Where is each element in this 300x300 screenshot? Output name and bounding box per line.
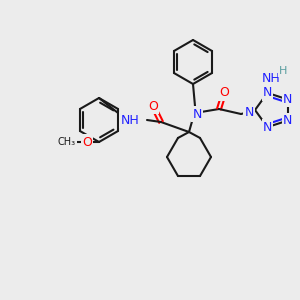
Text: N: N xyxy=(192,107,202,121)
Text: N: N xyxy=(263,121,272,134)
Text: O: O xyxy=(148,100,158,112)
Text: NH: NH xyxy=(262,72,281,86)
Text: N: N xyxy=(283,93,292,106)
Text: CH₃: CH₃ xyxy=(58,137,76,147)
Text: H: H xyxy=(279,66,288,76)
Text: O: O xyxy=(219,86,229,100)
Text: N: N xyxy=(244,106,254,118)
Text: NH: NH xyxy=(120,113,139,127)
Text: N: N xyxy=(263,86,272,99)
Text: O: O xyxy=(82,136,92,148)
Text: N: N xyxy=(283,114,292,127)
